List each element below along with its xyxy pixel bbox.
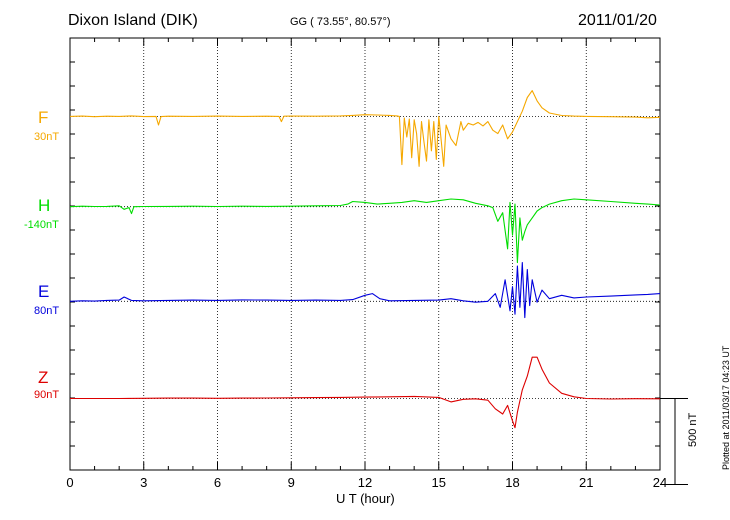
plotted-timestamp: Plotted at 2011/03/17 04:23 UT (721, 345, 730, 470)
channel-e-name: E (38, 282, 50, 301)
scale-bar-label: 500 nT (687, 412, 699, 447)
channel-h-offset: -140nT (24, 219, 59, 231)
x-tick-label: 3 (140, 475, 147, 490)
x-tick-label: 9 (288, 475, 295, 490)
x-tick-label: 21 (579, 475, 593, 490)
grid (70, 38, 660, 470)
x-axis-ticks: 0 3 6 9 12 15 18 21 24 (66, 38, 667, 490)
channel-e-offset: 80nT (34, 305, 60, 317)
channel-h-name: H (38, 196, 51, 215)
x-tick-label: 24 (653, 475, 667, 490)
x-tick-label: 18 (505, 475, 519, 490)
series-line-z (70, 356, 661, 429)
x-tick-label: 15 (432, 475, 446, 490)
data-series (69, 90, 661, 429)
station-coordinates: GG ( 73.55°, 80.57°) (290, 16, 391, 28)
series-line-e (69, 262, 661, 319)
scale-bar (660, 397, 688, 485)
plot-date: 2011/01/20 (578, 12, 657, 29)
series-line-f (69, 90, 661, 167)
x-tick-label: 12 (358, 475, 372, 490)
x-tick-label: 6 (214, 475, 221, 490)
x-tick-label: 0 (66, 475, 73, 490)
station-name: Dixon Island (DIK) (68, 12, 198, 29)
channel-z-name: Z (38, 368, 49, 387)
series-line-h (69, 198, 661, 264)
x-axis-label: U T (hour) (336, 491, 395, 506)
channel-f-name: F (38, 108, 49, 127)
channel-f-offset: 30nT (34, 131, 60, 143)
channel-z-offset: 90nT (34, 389, 60, 401)
